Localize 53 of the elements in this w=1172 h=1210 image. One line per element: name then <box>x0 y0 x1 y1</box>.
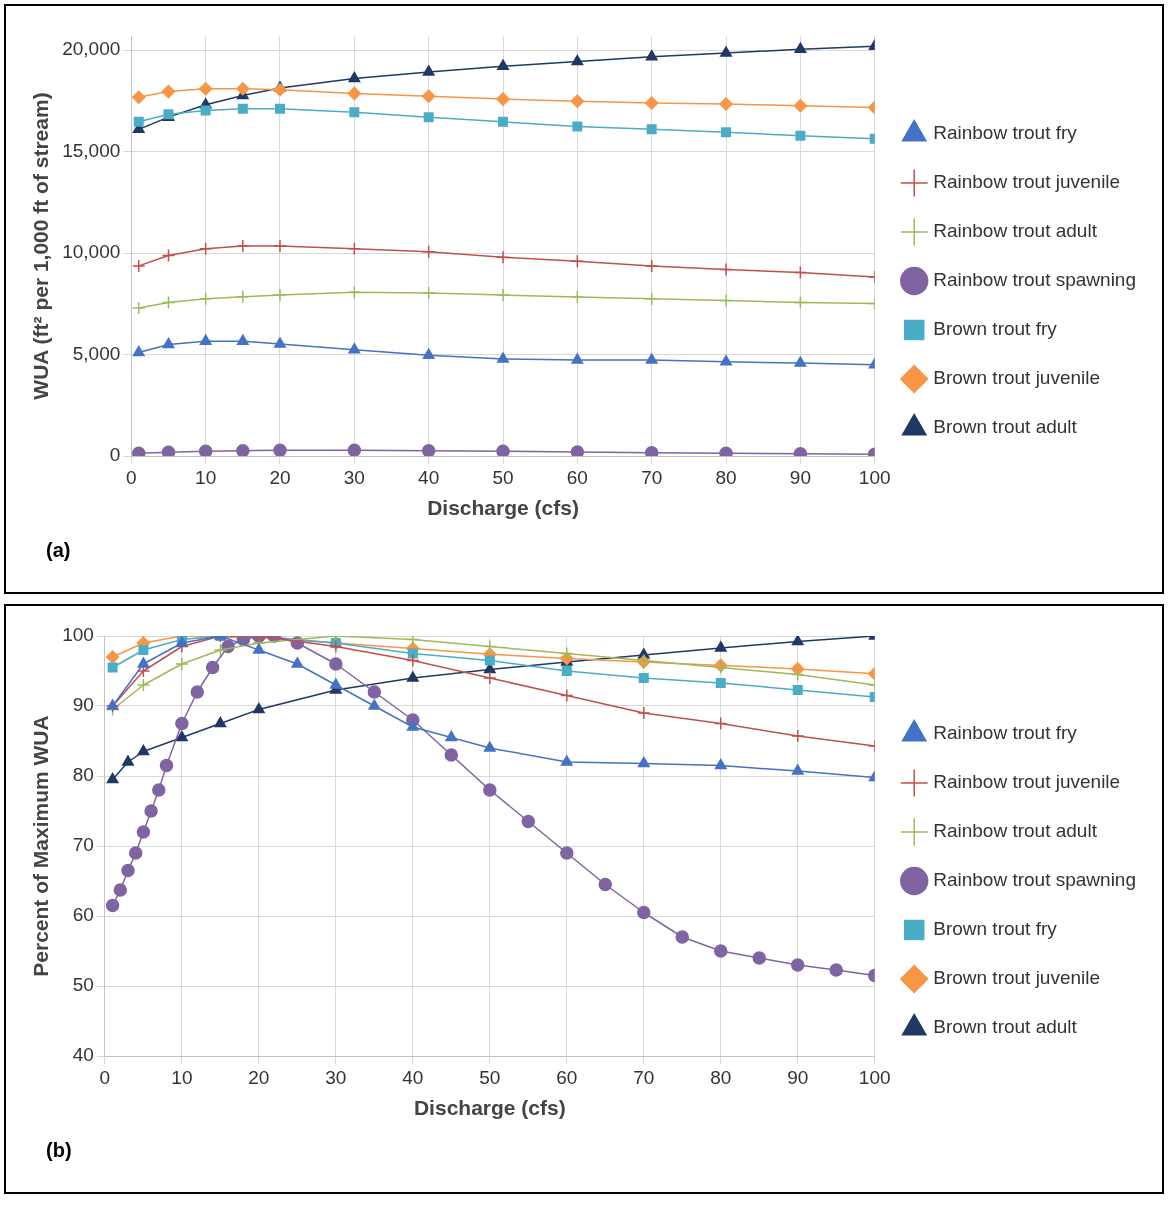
legend-label: Brown trout fry <box>933 918 1058 940</box>
x-tick-label: 20 <box>248 1066 270 1088</box>
text: (b) <box>46 1139 72 1162</box>
x-tick-label: 30 <box>325 1066 347 1088</box>
y-tick-label: 20,000 <box>62 38 121 60</box>
legend-label: Rainbow trout juvenile <box>933 771 1121 793</box>
y-tick-label: 5,000 <box>72 342 121 364</box>
legend-label: Brown trout juvenile <box>933 367 1101 389</box>
legend-label: Rainbow trout adult <box>933 220 1098 242</box>
legend-label: Rainbow trout spawning <box>933 869 1137 891</box>
x-tick-label: 60 <box>556 1066 578 1088</box>
x-tick-label: 100 <box>858 466 891 488</box>
x-tick-label: 80 <box>715 466 737 488</box>
legend-label: Brown trout adult <box>933 1016 1078 1038</box>
x-tick-label: 80 <box>710 1066 732 1088</box>
legend-label: Brown trout adult <box>933 416 1078 438</box>
y-axis-title: Percent of Maximum WUA <box>29 715 53 977</box>
legend-label: Rainbow trout fry <box>933 122 1078 144</box>
y-tick-label: 40 <box>72 1044 94 1066</box>
x-tick-label: 90 <box>787 1066 809 1088</box>
legend-label: Rainbow trout spawning <box>933 269 1137 291</box>
y-tick-label: 100 <box>62 624 94 646</box>
x-tick-label: 10 <box>171 1066 193 1088</box>
y-tick-label: 15,000 <box>62 139 121 161</box>
x-tick-label: 90 <box>789 466 811 488</box>
y-axis-title: WUA (ft² per 1,000 ft of stream) <box>29 92 53 400</box>
x-tick-label: 50 <box>479 1066 501 1088</box>
x-tick-label: 10 <box>195 466 217 488</box>
x-tick-label: 70 <box>633 1066 655 1088</box>
legend-label: Brown trout juvenile <box>933 967 1101 989</box>
x-tick-label: 0 <box>126 466 137 488</box>
legend-label: Rainbow trout juvenile <box>933 171 1121 193</box>
x-tick-label: 40 <box>418 466 440 488</box>
x-tick-label: 20 <box>269 466 291 488</box>
x-tick-label: 60 <box>566 466 588 488</box>
text: (a) <box>46 539 71 562</box>
x-tick-label: 40 <box>402 1066 424 1088</box>
y-tick-label: 50 <box>72 974 94 996</box>
y-tick-label: 90 <box>72 694 94 716</box>
y-tick-label: 80 <box>72 764 94 786</box>
legend-label: Rainbow trout adult <box>933 820 1098 842</box>
legend-label: Rainbow trout fry <box>933 722 1078 744</box>
x-axis-title: Discharge (cfs) <box>427 496 579 520</box>
y-tick-label: 10,000 <box>62 241 121 263</box>
x-tick-label: 70 <box>641 466 663 488</box>
y-tick-label: 60 <box>72 904 94 926</box>
x-tick-label: 100 <box>858 1066 891 1088</box>
y-tick-label: 70 <box>72 834 94 856</box>
x-tick-label: 50 <box>492 466 514 488</box>
x-axis-title: Discharge (cfs) <box>413 1096 566 1120</box>
y-tick-label: 0 <box>109 444 121 466</box>
legend-label: Brown trout fry <box>933 318 1058 340</box>
x-tick-label: 30 <box>343 466 365 488</box>
